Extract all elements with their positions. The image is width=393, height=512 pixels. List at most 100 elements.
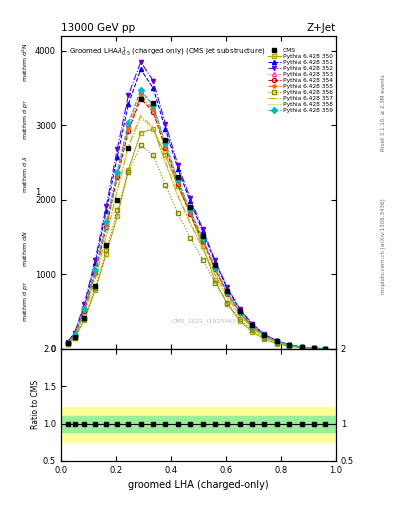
CMS xyxy=(287,342,292,348)
Pythia 6.428 351 xyxy=(115,154,119,160)
CMS xyxy=(115,197,119,203)
Pythia 6.428 352 xyxy=(237,306,242,312)
Pythia 6.428 357 xyxy=(104,232,108,239)
Pythia 6.428 354 xyxy=(213,266,217,272)
Pythia 6.428 352 xyxy=(225,284,230,290)
Pythia 6.428 357 xyxy=(299,345,304,351)
Pythia 6.428 351 xyxy=(200,228,205,234)
Pythia 6.428 359 xyxy=(104,219,108,225)
Pythia 6.428 354 xyxy=(93,270,97,276)
Pythia 6.428 358 xyxy=(188,221,193,227)
Pythia 6.428 352 xyxy=(262,331,267,337)
Pythia 6.428 354 xyxy=(237,310,242,316)
Pythia 6.428 351 xyxy=(163,126,168,132)
Pythia 6.428 355 xyxy=(188,210,193,216)
Pythia 6.428 353 xyxy=(213,264,217,270)
Pythia 6.428 359 xyxy=(93,267,97,273)
Pythia 6.428 350 xyxy=(299,345,304,351)
Pythia 6.428 359 xyxy=(237,309,242,315)
Pythia 6.428 352 xyxy=(65,338,70,345)
Pythia 6.428 358 xyxy=(104,233,108,240)
Pythia 6.428 358 xyxy=(225,294,230,301)
Pythia 6.428 356 xyxy=(138,142,143,148)
Pythia 6.428 354 xyxy=(299,344,304,350)
Pythia 6.428 357 xyxy=(262,333,267,339)
Text: Z+Jet: Z+Jet xyxy=(307,23,336,33)
Pythia 6.428 355 xyxy=(200,237,205,243)
Pythia 6.428 354 xyxy=(115,175,119,181)
Pythia 6.428 350 xyxy=(287,343,292,349)
Pythia 6.428 354 xyxy=(163,145,168,152)
Pythia 6.428 359 xyxy=(200,235,205,241)
Pythia 6.428 350 xyxy=(262,336,267,343)
Pythia 6.428 353 xyxy=(200,236,205,242)
Pythia 6.428 357 xyxy=(323,346,327,352)
Pythia 6.428 352 xyxy=(312,345,316,351)
Pythia 6.428 353 xyxy=(104,219,108,225)
Pythia 6.428 358 xyxy=(82,311,86,317)
Pythia 6.428 357 xyxy=(237,312,242,318)
Bar xyxy=(61,416,336,433)
Pythia 6.428 354 xyxy=(312,345,316,351)
Pythia 6.428 355 xyxy=(213,265,217,271)
Pythia 6.428 350 xyxy=(274,340,279,347)
Pythia 6.428 351 xyxy=(151,85,156,91)
Pythia 6.428 352 xyxy=(72,330,77,336)
Line: Pythia 6.428 352: Pythia 6.428 352 xyxy=(66,60,327,351)
Line: CMS: CMS xyxy=(65,97,327,351)
Pythia 6.428 352 xyxy=(299,344,304,350)
Pythia 6.428 358 xyxy=(72,334,77,340)
Pythia 6.428 353 xyxy=(312,345,316,351)
Pythia 6.428 355 xyxy=(93,268,97,274)
Pythia 6.428 353 xyxy=(274,338,279,345)
Y-axis label: Ratio to CMS: Ratio to CMS xyxy=(31,380,40,430)
Pythia 6.428 358 xyxy=(287,343,292,349)
Pythia 6.428 358 xyxy=(138,115,143,121)
CMS xyxy=(175,175,180,181)
Pythia 6.428 351 xyxy=(250,322,255,328)
Pythia 6.428 352 xyxy=(163,121,168,127)
Pythia 6.428 352 xyxy=(93,257,97,263)
Pythia 6.428 357 xyxy=(138,113,143,119)
Pythia 6.428 353 xyxy=(65,339,70,346)
Pythia 6.428 354 xyxy=(138,95,143,101)
Pythia 6.428 350 xyxy=(126,167,130,173)
Pythia 6.428 350 xyxy=(237,317,242,324)
Pythia 6.428 359 xyxy=(299,344,304,350)
Pythia 6.428 355 xyxy=(225,290,230,296)
Pythia 6.428 354 xyxy=(82,308,86,314)
Pythia 6.428 354 xyxy=(126,128,130,134)
Pythia 6.428 352 xyxy=(126,92,130,98)
Pythia 6.428 351 xyxy=(126,101,130,108)
Text: mcplots.cern.ch [arXiv:1306.3436]: mcplots.cern.ch [arXiv:1306.3436] xyxy=(381,198,386,293)
Pythia 6.428 354 xyxy=(323,346,327,352)
Pythia 6.428 353 xyxy=(237,309,242,315)
Line: Pythia 6.428 359: Pythia 6.428 359 xyxy=(66,88,327,351)
Pythia 6.428 353 xyxy=(225,289,230,295)
Pythia 6.428 358 xyxy=(312,345,316,351)
Pythia 6.428 356 xyxy=(163,182,168,188)
Line: Pythia 6.428 355: Pythia 6.428 355 xyxy=(66,93,327,351)
Pythia 6.428 359 xyxy=(312,345,316,351)
Pythia 6.428 352 xyxy=(151,77,156,83)
Pythia 6.428 356 xyxy=(312,345,316,351)
Pythia 6.428 350 xyxy=(72,335,77,341)
CMS xyxy=(200,232,205,239)
Pythia 6.428 350 xyxy=(213,278,217,284)
Pythia 6.428 356 xyxy=(65,341,70,347)
Line: Pythia 6.428 353: Pythia 6.428 353 xyxy=(66,89,327,351)
Text: Rivet 3.1.10, ≥ 2.3M events: Rivet 3.1.10, ≥ 2.3M events xyxy=(381,74,386,151)
Line: Pythia 6.428 354: Pythia 6.428 354 xyxy=(66,96,327,351)
CMS xyxy=(104,242,108,248)
Pythia 6.428 356 xyxy=(237,316,242,322)
Pythia 6.428 356 xyxy=(213,280,217,286)
Pythia 6.428 356 xyxy=(188,234,193,241)
Line: Pythia 6.428 350: Pythia 6.428 350 xyxy=(66,127,327,351)
Pythia 6.428 357 xyxy=(312,345,316,351)
CMS xyxy=(213,262,217,268)
Pythia 6.428 357 xyxy=(93,275,97,282)
Pythia 6.428 355 xyxy=(65,339,70,346)
Pythia 6.428 354 xyxy=(65,340,70,346)
Pythia 6.428 354 xyxy=(151,109,156,115)
Pythia 6.428 359 xyxy=(323,346,327,352)
